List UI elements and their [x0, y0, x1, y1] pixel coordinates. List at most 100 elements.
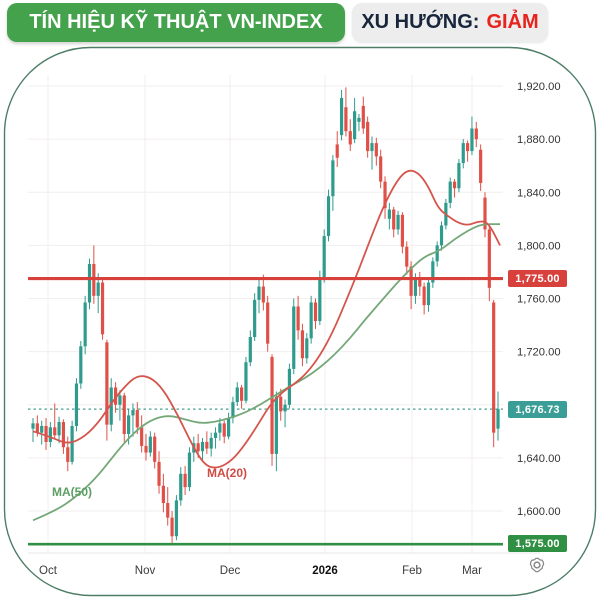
trend-label: XU HƯỚNG:	[361, 11, 480, 33]
candle-body	[348, 131, 352, 145]
candle-body	[131, 410, 135, 416]
candle-body	[409, 266, 413, 296]
candle-body	[166, 503, 170, 518]
resistance-price-badge: 1,775.00	[508, 270, 567, 287]
y-tick-label: 1,760.00	[517, 294, 561, 306]
x-tick-label: Dec	[220, 565, 241, 577]
candle-body	[470, 128, 474, 152]
candle-body	[127, 415, 131, 434]
candle-body	[353, 111, 357, 140]
ma50-line-label: MA(50)	[52, 485, 93, 499]
ma50-line	[32, 223, 500, 522]
candle-body	[109, 387, 113, 425]
candle-body	[53, 427, 57, 436]
x-tick-label: Mar	[462, 565, 482, 577]
candle-body	[48, 427, 52, 442]
y-tick-label: 1,720.00	[517, 347, 561, 359]
candle-body	[313, 302, 318, 322]
candle-body	[396, 214, 400, 230]
candle-body	[61, 422, 66, 448]
candle-body	[144, 445, 148, 453]
candle-body	[161, 485, 165, 504]
page-title-text: TÍN HIỆU KỸ THUẬT VN-INDEX	[29, 11, 323, 33]
candle-body	[213, 432, 218, 438]
candle-body	[266, 302, 270, 344]
candle-body	[83, 302, 87, 347]
x-tick-label: 2026	[312, 565, 338, 577]
y-tick-label: 1,800.00	[517, 240, 561, 252]
candle-body	[366, 121, 370, 152]
candle-body	[148, 436, 152, 453]
candle-body	[370, 143, 374, 152]
y-tick-label: 1,920.00	[517, 81, 561, 93]
candle-body	[326, 196, 331, 237]
candle-body	[118, 395, 122, 405]
candle-body	[66, 447, 70, 462]
trend-badge: XU HƯỚNG: GIẢM	[352, 3, 548, 42]
candle-body	[466, 143, 470, 152]
settings-gear-icon[interactable]	[526, 554, 548, 576]
candle-body	[113, 387, 118, 405]
candle-body	[40, 426, 44, 433]
candle-body	[153, 436, 157, 462]
candle-body	[452, 181, 457, 189]
y-tick-label: 1,640.00	[517, 453, 561, 465]
candle-body	[70, 426, 74, 462]
candle-body	[400, 214, 405, 247]
y-tick-label: 1,840.00	[517, 187, 561, 199]
candle-body	[339, 97, 344, 136]
candle-body	[79, 346, 83, 384]
candle-body	[253, 299, 257, 338]
candle-body	[122, 395, 126, 434]
candle-body	[235, 387, 239, 403]
candle-body	[248, 337, 252, 363]
candle-body	[74, 383, 79, 426]
y-tick-label: 1,880.00	[517, 134, 561, 146]
candle-body	[226, 418, 231, 437]
candle-body	[200, 441, 205, 452]
candle-body	[492, 302, 496, 433]
candle-body	[496, 409, 500, 429]
candle-body	[218, 423, 222, 433]
candle-body	[57, 422, 61, 436]
candle-body	[361, 105, 365, 129]
candle-body	[244, 362, 248, 401]
candle-body	[157, 461, 161, 486]
candle-body	[418, 277, 422, 287]
candle-body	[357, 117, 361, 122]
candle-body	[435, 245, 439, 262]
candle-body	[170, 517, 174, 537]
candle-body	[426, 282, 431, 306]
candle-body	[309, 302, 313, 339]
candle-body	[240, 387, 244, 401]
candle-body	[209, 437, 213, 449]
page-title: TÍN HIỆU KỸ THUẬT VN-INDEX	[7, 3, 345, 42]
candle-body	[296, 306, 300, 331]
candle-body	[487, 229, 491, 288]
candle-body	[44, 426, 48, 442]
candle-body	[387, 209, 391, 219]
candle-body	[318, 277, 322, 322]
candle-body	[322, 236, 326, 278]
candle-body	[431, 261, 435, 283]
x-tick-label: Nov	[135, 565, 156, 577]
candle-body	[31, 423, 35, 429]
candle-body	[140, 427, 144, 446]
candle-body	[479, 149, 483, 183]
candle-body	[383, 181, 387, 209]
candle-body	[448, 181, 452, 203]
candle-body	[405, 246, 409, 267]
candle-body	[392, 209, 396, 230]
x-tick-label: Feb	[402, 565, 422, 577]
candle-body	[283, 404, 287, 412]
candle-body	[279, 396, 283, 412]
candle-body	[300, 330, 305, 359]
candle-body	[205, 441, 209, 449]
candle-body	[344, 107, 348, 132]
candle-body	[374, 143, 378, 157]
candle-body	[439, 225, 444, 246]
candle-body	[292, 306, 296, 369]
candle-body	[222, 423, 226, 437]
